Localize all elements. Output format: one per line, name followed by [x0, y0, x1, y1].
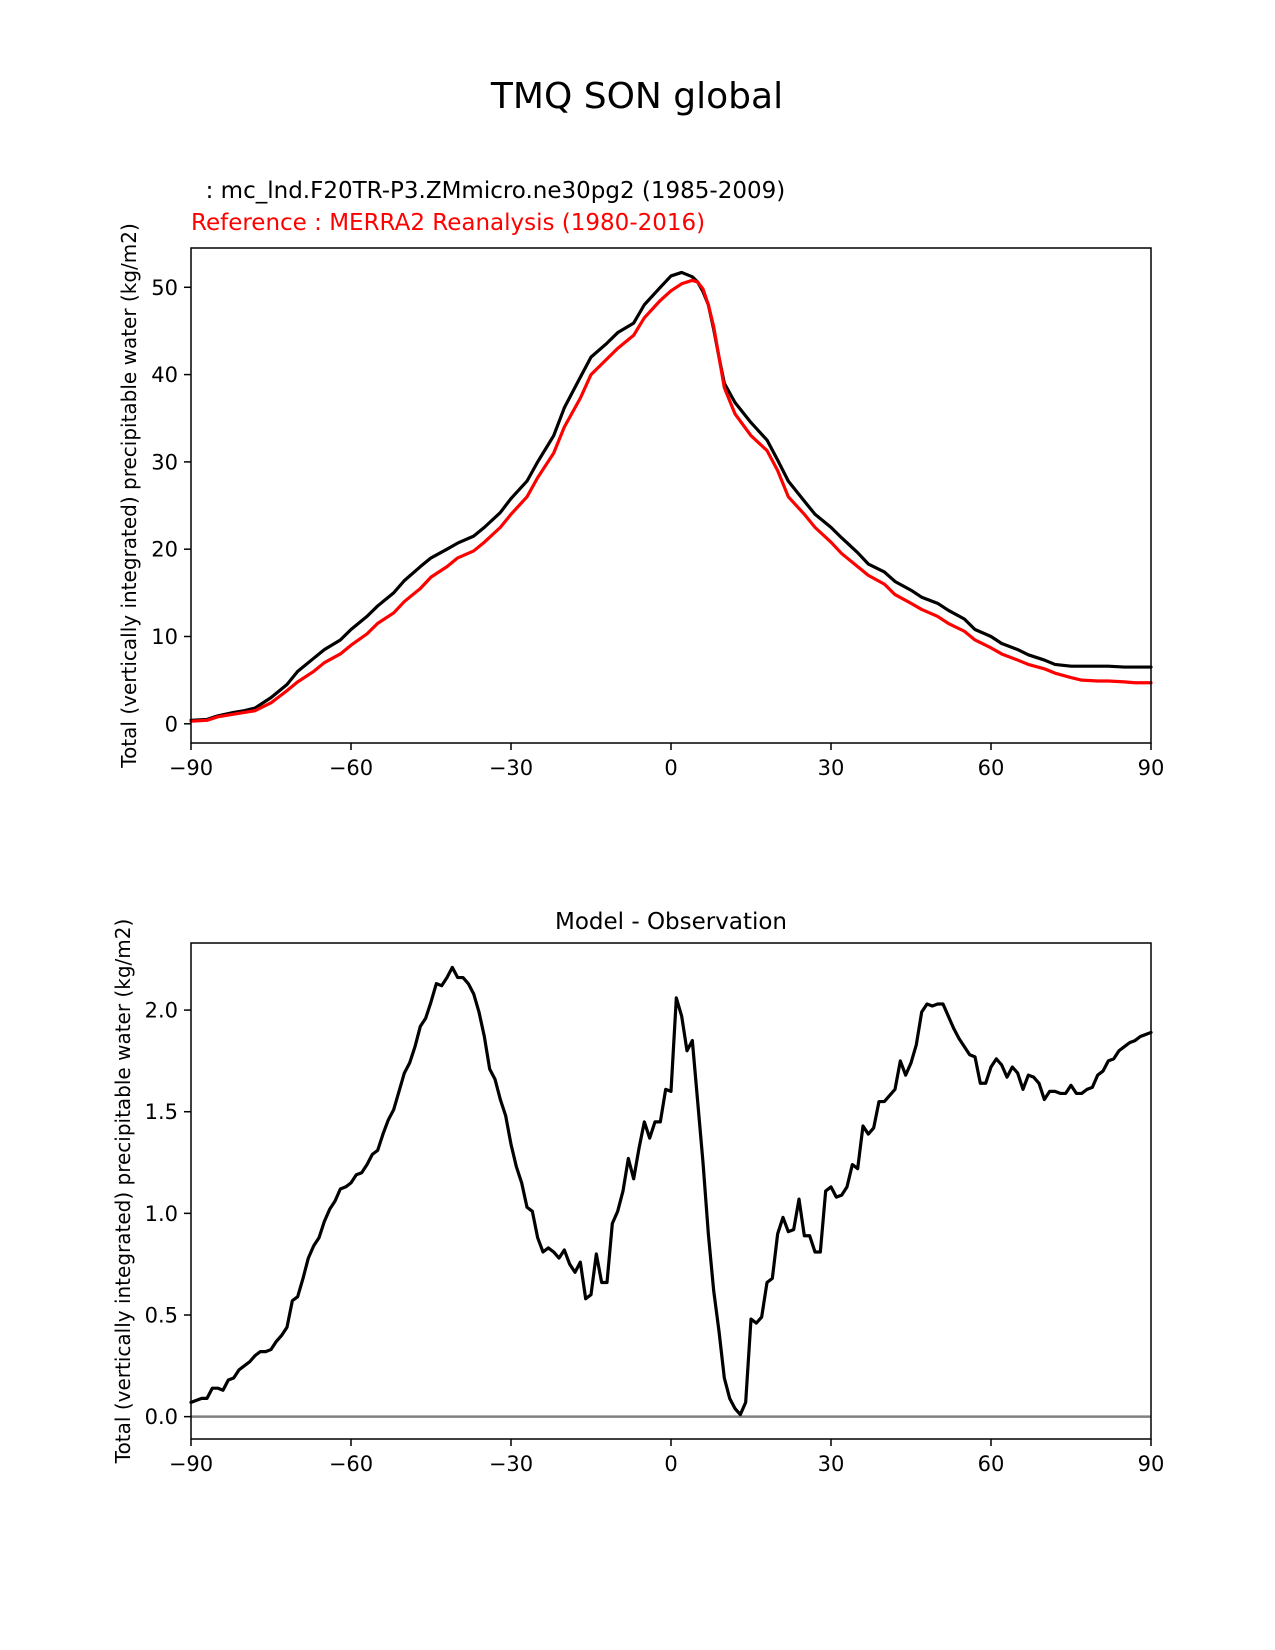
- x-tick-label: −90: [169, 1452, 213, 1476]
- bottom-plot-area: −90 −60 −30 0 30 60 90 0.0 0.5 1.0 1.5 2.0: [145, 965, 1165, 1476]
- x-tick-label: 60: [978, 756, 1005, 780]
- x-tick-label: 90: [1138, 756, 1165, 780]
- x-tick-label: 60: [978, 1452, 1005, 1476]
- x-tick-label: 0: [664, 1452, 677, 1476]
- y-tick-label: 2.0: [145, 999, 178, 1023]
- x-tick-label: −60: [329, 756, 373, 780]
- x-tick-label: 90: [1138, 1452, 1165, 1476]
- figure-title: TMQ SON global: [490, 76, 783, 117]
- x-tick-label: 30: [818, 1452, 845, 1476]
- y-tick-label: 40: [151, 363, 178, 387]
- top-ylabel: Total (vertically integrated) precipitab…: [117, 223, 141, 769]
- model-label: : mc_lnd.F20TR-P3.ZMmicro.ne30pg2 (1985-…: [191, 178, 785, 204]
- series-line-difference: [189, 965, 1153, 1417]
- series-line-model: [189, 270, 1153, 722]
- y-tick-label: 0.5: [145, 1304, 178, 1328]
- reference-label: Reference : MERRA2 Reanalysis (1980-2016…: [191, 210, 705, 236]
- x-tick-label: −60: [329, 1452, 373, 1476]
- x-tick-label: 30: [818, 756, 845, 780]
- y-tick-label: 0: [165, 712, 178, 736]
- bottom-ylabel: Total (vertically integrated) precipitab…: [111, 919, 135, 1465]
- y-tick-label: 20: [151, 538, 178, 562]
- y-tick-label: 30: [151, 450, 178, 474]
- top-axes-frame: [190, 247, 1152, 744]
- x-tick-label: −30: [489, 1452, 533, 1476]
- y-tick-label: 1.5: [145, 1100, 178, 1124]
- top-plot-area: −90 −60 −30 0 30 60 90 0 10 20 30 40 50: [151, 270, 1165, 780]
- x-tick-label: 0: [664, 756, 677, 780]
- bottom-title: Model - Observation: [555, 909, 787, 935]
- y-tick-label: 1.0: [145, 1202, 178, 1226]
- x-tick-label: −30: [489, 756, 533, 780]
- y-tick-label: 50: [151, 276, 178, 300]
- bottom-axes-frame: [190, 942, 1152, 1440]
- y-tick-label: 0.0: [145, 1405, 178, 1429]
- bottom-panel: Model - Observation −90 −60 −30 0 30 60 90 0.0 0…: [111, 909, 1164, 1476]
- top-panel: : mc_lnd.F20TR-P3.ZMmicro.ne30pg2 (1985-…: [117, 178, 1164, 780]
- y-tick-label: 10: [151, 625, 178, 649]
- series-line-reference: [189, 278, 1153, 723]
- x-tick-label: −90: [169, 756, 213, 780]
